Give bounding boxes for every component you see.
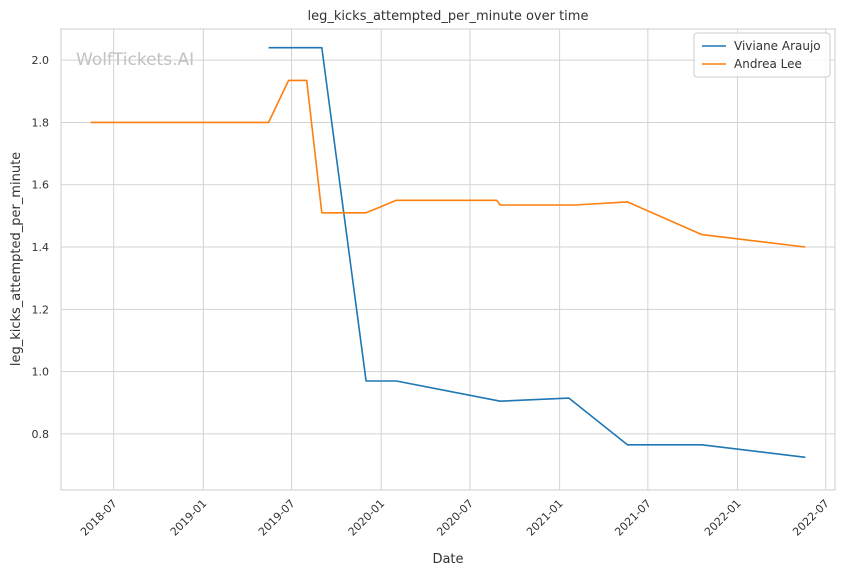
x-axis-label: Date	[432, 552, 463, 567]
y-axis-label: leg_kicks_attempted_per_minute	[9, 152, 24, 366]
watermark: WolfTickets.AI	[76, 50, 194, 70]
legend-label-viviane-araujo: Viviane Araujo	[734, 39, 821, 53]
y-tick-label: 2.0	[32, 54, 50, 67]
chart-title: leg_kicks_attempted_per_minute over time	[308, 9, 589, 24]
y-tick-label: 1.4	[32, 241, 50, 254]
legend: Viviane Araujo Andrea Lee	[693, 32, 831, 78]
series-line-andrea-lee	[90, 79, 806, 248]
y-tick-label: 1.2	[32, 303, 50, 316]
y-tick-label: 0.8	[32, 428, 50, 441]
y-tick-label: 1.8	[32, 116, 50, 129]
y-tick-label: 1.0	[32, 366, 50, 379]
y-tick-label: 1.6	[32, 179, 50, 192]
plot-area	[60, 28, 836, 491]
legend-label-andrea-lee: Andrea Lee	[734, 57, 802, 71]
series-line-viviane-araujo	[268, 46, 806, 459]
grid	[61, 29, 835, 490]
series-lines	[90, 46, 806, 459]
legend-box	[693, 32, 831, 78]
